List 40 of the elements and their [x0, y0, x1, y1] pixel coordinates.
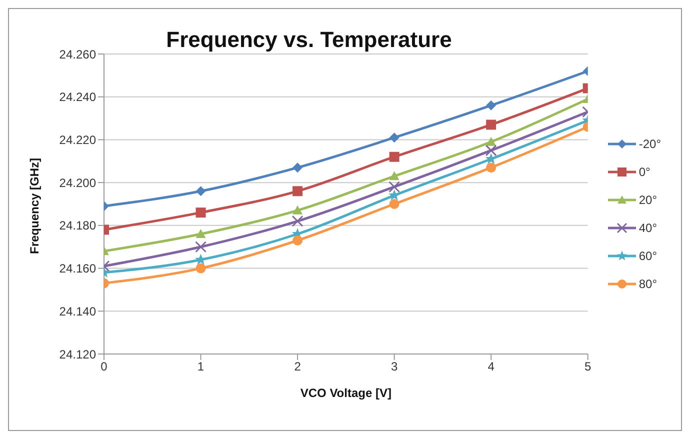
point — [195, 241, 207, 253]
legend-label: 20° — [638, 193, 657, 207]
point — [196, 229, 206, 238]
x-tick-label: 3 — [390, 360, 398, 374]
point — [389, 152, 400, 162]
point — [196, 208, 206, 218]
y-tick-label: 24.240 — [59, 90, 96, 104]
point — [292, 162, 303, 173]
point — [196, 263, 206, 274]
legend-label: 40° — [638, 221, 657, 235]
legend-label: -20° — [638, 137, 661, 151]
y-tick-label: 24.160 — [59, 262, 96, 276]
point — [485, 144, 497, 156]
point — [389, 171, 400, 180]
legend-label: 0° — [638, 165, 650, 179]
y-tick-label: 24.260 — [59, 47, 96, 62]
point — [388, 181, 400, 193]
legend-label: 80° — [638, 277, 657, 291]
point — [196, 186, 206, 196]
point — [195, 254, 206, 265]
y-tick-label: 24.180 — [59, 218, 96, 233]
x-tick-label: 4 — [488, 360, 495, 374]
point — [292, 205, 303, 214]
y-tick-label: 24.200 — [59, 176, 96, 190]
point — [292, 215, 304, 227]
legend-label: 60° — [638, 249, 657, 263]
point — [389, 132, 400, 143]
y-axis-title: Frequency [GHz] — [27, 158, 42, 254]
point — [292, 235, 303, 246]
y-tick-label: 24.120 — [59, 347, 96, 362]
point — [389, 199, 400, 209]
x-axis-title: VCO Voltage [V] — [300, 386, 392, 400]
x-tick-label: 2 — [294, 360, 302, 374]
chart-title: Frequency vs. Temperature — [166, 27, 452, 52]
y-tick-label: 24.220 — [59, 132, 96, 147]
y-tick-label: 24.140 — [59, 304, 96, 318]
x-tick-label: 0 — [100, 360, 108, 374]
x-tick-label: 5 — [584, 360, 592, 374]
x-tick-label: 1 — [197, 360, 204, 374]
point — [292, 186, 303, 196]
